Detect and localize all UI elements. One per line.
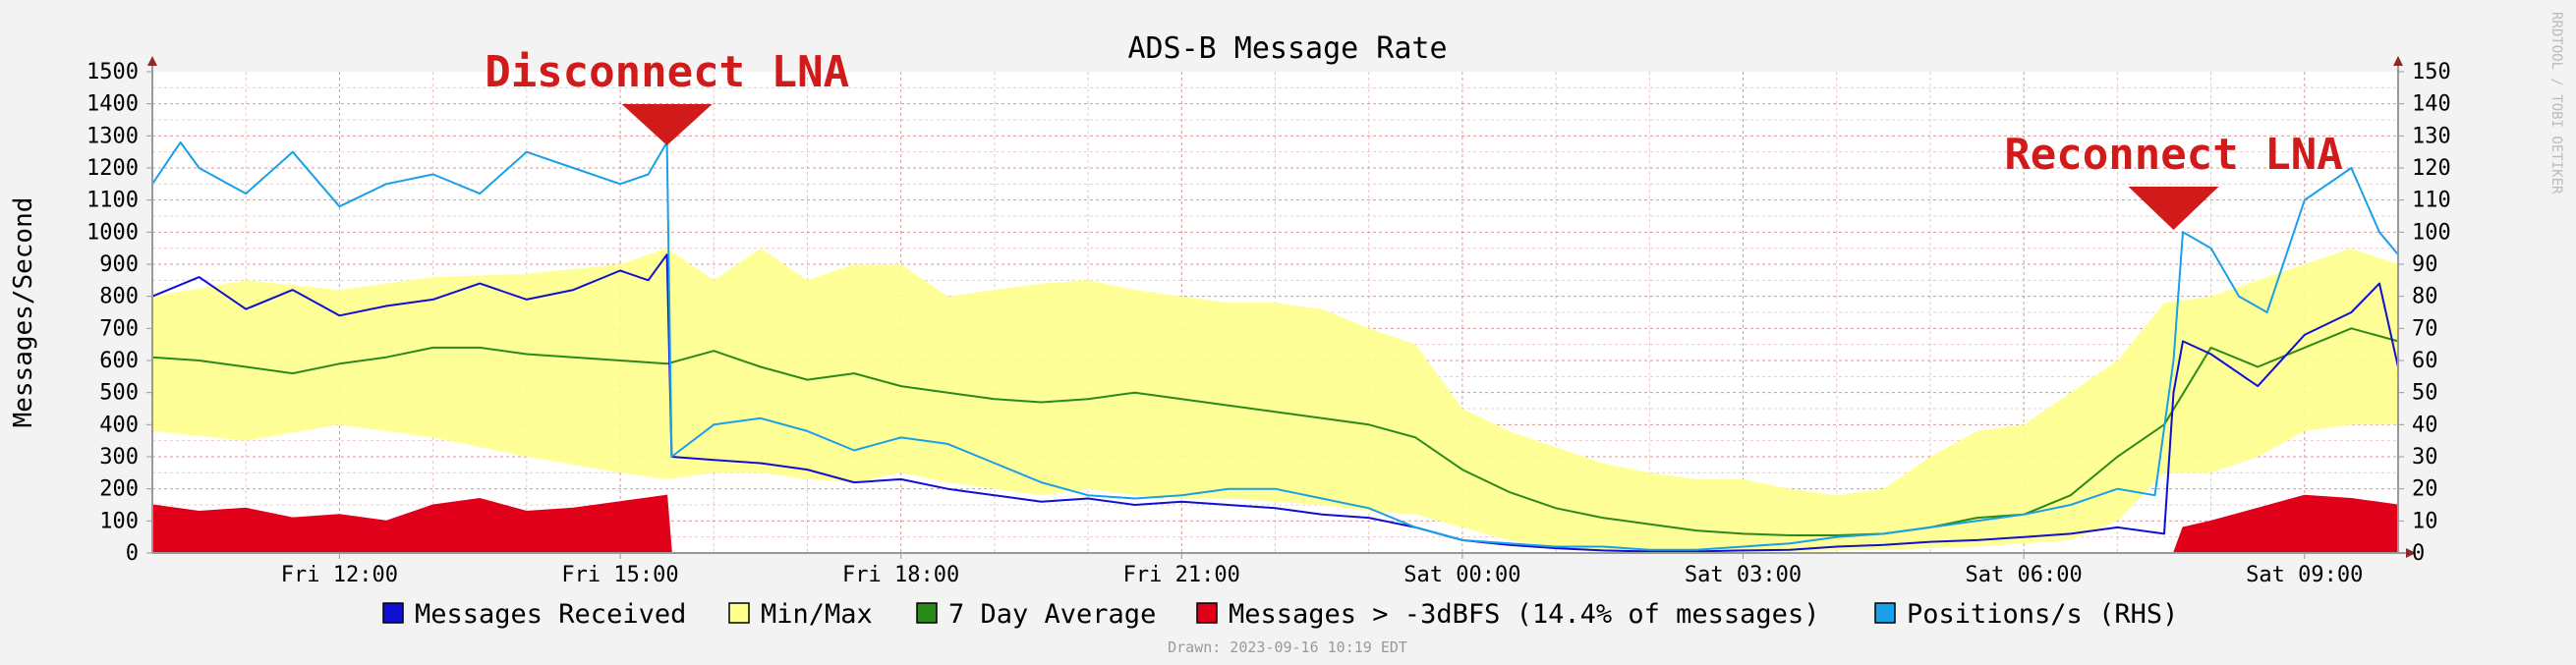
x-tick-label: Sat 09:00 [2246, 563, 2363, 587]
y2-tick-label: 140 [2412, 92, 2451, 117]
axes: 0100200300400500600700800900100011001200… [86, 56, 2451, 587]
y-tick-label: 500 [99, 381, 139, 406]
series-messages-received-line [151, 253, 2399, 553]
y-axis-label: Messages/Second [9, 197, 38, 428]
y-tick-label: 0 [126, 541, 139, 566]
y2-tick-label: 0 [2412, 541, 2425, 566]
legend-label: Messages > -3dBFS (14.4% of messages) [1229, 599, 1819, 630]
y2-tick-label: 90 [2412, 252, 2438, 277]
annotation-disconnect-label: Disconnect LNA [485, 47, 849, 97]
annotations: Disconnect LNA Reconnect LNA [485, 47, 2343, 230]
series-minmax-band [152, 248, 2398, 552]
y-tick-label: 600 [99, 349, 139, 373]
annotation-disconnect-marker [621, 104, 713, 145]
y2-tick-label: 80 [2412, 285, 2438, 309]
y-tick-label: 1200 [86, 156, 139, 181]
x-tick-label: Fri 21:00 [1123, 563, 1240, 587]
chart-title: ADS-B Message Rate [1127, 31, 1447, 66]
annotation-reconnect-marker [2128, 187, 2219, 230]
series-strong-signals-area [151, 494, 2399, 554]
legend-label: Positions/s (RHS) [1907, 599, 2178, 630]
y2-tick-label: 130 [2412, 124, 2451, 148]
footer-drawn-timestamp: Drawn: 2023-09-16 10:19 EDT [1168, 638, 1407, 656]
x-tick-label: Fri 18:00 [842, 563, 959, 587]
legend-swatch [1874, 602, 1896, 624]
x-tick-label: Sat 03:00 [1685, 563, 1802, 587]
y-tick-label: 700 [99, 316, 139, 341]
y-axis-arrow [147, 56, 157, 66]
y2-tick-label: 20 [2412, 477, 2438, 502]
y-tick-label: 1100 [86, 189, 139, 213]
area-series [151, 248, 2399, 554]
y2-tick-label: 100 [2412, 220, 2451, 245]
y-tick-label: 1500 [86, 60, 139, 84]
y2-tick-label: 60 [2412, 349, 2438, 373]
x-tick-label: Sat 00:00 [1403, 563, 1520, 587]
series-positions-line [151, 140, 2399, 551]
y-tick-label: 100 [99, 509, 139, 533]
y-tick-label: 200 [99, 477, 139, 502]
y2-tick-label: 10 [2412, 509, 2438, 533]
y2-tick-label: 30 [2412, 445, 2438, 470]
y2-tick-label: 150 [2412, 60, 2451, 84]
y-tick-label: 400 [99, 413, 139, 437]
y2-tick-label: 40 [2412, 413, 2438, 437]
y-tick-label: 300 [99, 445, 139, 470]
watermark: RRDTOOL / TOBI OETIKER [2548, 12, 2564, 194]
y2-tick-label: 120 [2412, 156, 2451, 181]
y2-tick-label: 110 [2412, 189, 2451, 213]
y-tick-label: 800 [99, 285, 139, 309]
legend-swatch [916, 602, 938, 624]
x-tick-label: Fri 15:00 [561, 563, 678, 587]
annotation-reconnect-label: Reconnect LNA [2004, 130, 2342, 180]
legend-label: Messages Received [415, 599, 686, 630]
y-tick-label: 900 [99, 252, 139, 277]
y2-axis-arrow [2393, 56, 2403, 66]
x-axis-arrow [2406, 548, 2416, 558]
line-series [151, 140, 2399, 553]
legend-swatch [728, 602, 750, 624]
legend-label: 7 Day Average [948, 599, 1156, 630]
legend-swatch [382, 602, 404, 624]
legend-swatch [1196, 602, 1218, 624]
legend-label: Min/Max [761, 599, 873, 630]
y2-tick-label: 70 [2412, 316, 2438, 341]
legend: Messages Received Min/Max 7 Day Average Mes… [382, 599, 2178, 630]
y-tick-label: 1000 [86, 220, 139, 245]
y2-tick-label: 50 [2412, 381, 2438, 406]
x-tick-label: Fri 12:00 [281, 563, 398, 587]
y-tick-label: 1300 [86, 124, 139, 148]
x-tick-label: Sat 06:00 [1966, 563, 2083, 587]
y-tick-label: 1400 [86, 92, 139, 117]
